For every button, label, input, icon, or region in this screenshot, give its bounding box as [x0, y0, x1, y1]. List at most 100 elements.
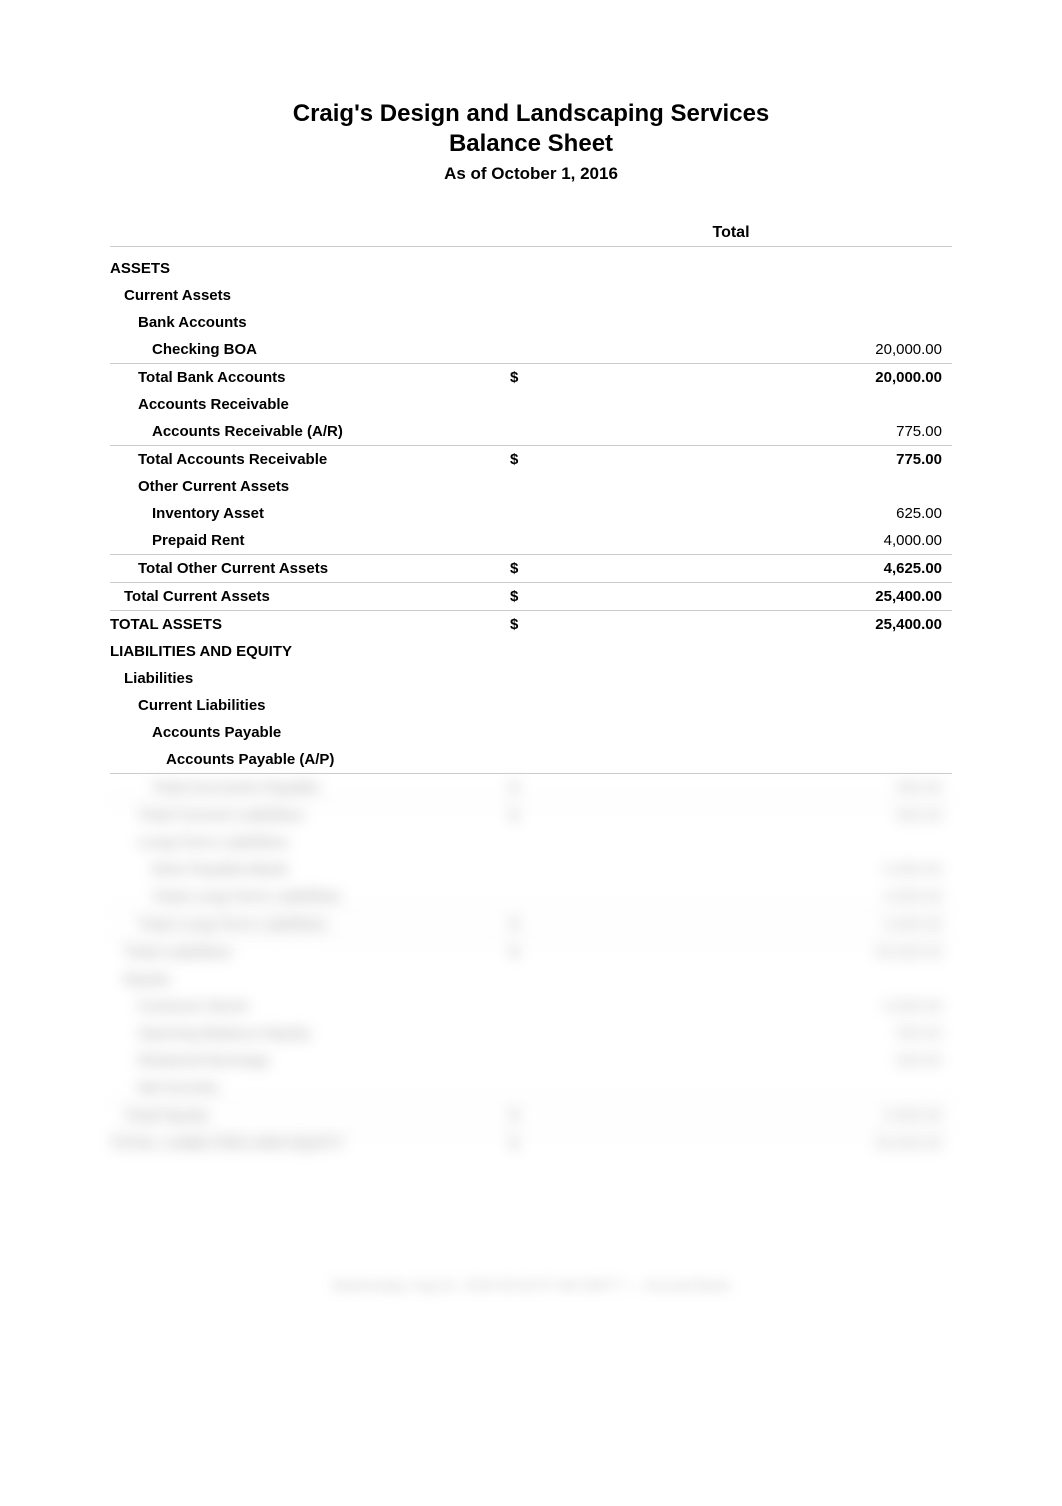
row-value: 775.00 [540, 423, 952, 440]
row-label: Total Long-Term Liabilities [110, 916, 510, 933]
table-row: Other Current Assets [110, 473, 952, 500]
row-label: Current Assets [110, 287, 510, 304]
row-label: Inventory Asset [110, 505, 510, 522]
row-label: Common Stock [110, 998, 510, 1015]
row-value: 00,000.00 [540, 1135, 952, 1152]
table-row: Current Assets [110, 282, 952, 309]
row-currency: $ [510, 616, 540, 633]
row-value: 000.00 [540, 779, 952, 796]
table-row: Total Equity$0,000.00 [110, 1102, 952, 1130]
row-value: 000.00 [540, 807, 952, 824]
row-label: Total Equity [110, 1107, 510, 1124]
row-value: 000.00 [540, 1025, 952, 1042]
row-currency: $ [510, 807, 540, 824]
row-label: Checking BOA [110, 341, 510, 358]
row-value: 0,000.00 [540, 888, 952, 905]
table-row: Total Current Assets$25,400.00 [110, 583, 952, 611]
balance-sheet-table: Total ASSETS Current Assets Bank Accounts C… [110, 224, 952, 1157]
row-label: Accounts Receivable [110, 396, 510, 413]
table-row: Net Income [110, 1074, 952, 1102]
table-row: TOTAL ASSETS$25,400.00 [110, 611, 952, 638]
row-currency: $ [510, 944, 540, 961]
row-label: Total Current Assets [110, 588, 510, 605]
row-label: Note Payable-Bank [110, 861, 510, 878]
table-row: Total Liabilities$00,000.00 [110, 939, 952, 966]
report-title: Balance Sheet [110, 130, 952, 158]
table-row: Common Stock 0,000.00 [110, 993, 952, 1020]
row-label: Bank Accounts [110, 314, 510, 331]
row-currency: $ [510, 588, 540, 605]
table-row: Total Long-Term Liabilities$0,000.00 [110, 911, 952, 939]
row-label: Equity [110, 971, 510, 988]
table-row: Total Bank Accounts$20,000.00 [110, 364, 952, 391]
row-label: Opening Balance Equity [110, 1025, 510, 1042]
row-label: Net Income [110, 1079, 510, 1096]
row-value: 0,000.00 [540, 998, 952, 1015]
row-label: Retained Earnings [110, 1052, 510, 1069]
row-label: Other Current Assets [110, 478, 510, 495]
table-row: LIABILITIES AND EQUITY [110, 638, 952, 665]
row-label: Total Accounts Payable [110, 779, 510, 796]
table-row: Bank Accounts [110, 309, 952, 336]
table-row: Liabilities [110, 665, 952, 692]
row-currency: $ [510, 779, 540, 796]
as-of-date: As of October 1, 2016 [110, 164, 952, 184]
row-label: Total Bank Accounts [110, 369, 510, 386]
table-row: TOTAL LIABILITIES AND EQUITY$00,000.00 [110, 1130, 952, 1157]
table-row: Total Accounts Payable$000.00 [110, 774, 952, 802]
row-label: Total Other Current Assets [110, 560, 510, 577]
row-value: 4,000.00 [540, 532, 952, 549]
company-name: Craig's Design and Landscaping Services [110, 100, 952, 128]
table-row: Accounts Payable [110, 719, 952, 746]
row-label: Accounts Payable (A/P) [110, 751, 510, 768]
row-value: 25,400.00 [540, 588, 952, 605]
table-row: Accounts Receivable [110, 391, 952, 418]
row-value: 20,000.00 [540, 341, 952, 358]
row-value: 0,000.00 [540, 861, 952, 878]
table-row: Accounts Payable (A/P) [110, 746, 952, 774]
report-footer: Wednesday, Aug 01, 2018 09:32:07 AM GMT-… [110, 1277, 952, 1293]
table-row: Long-Term Liabilities [110, 829, 952, 856]
row-currency: $ [510, 369, 540, 386]
table-row: Total Long-Term Liabilities 0,000.00 [110, 883, 952, 911]
table-row: Prepaid Rent 4,000.00 [110, 527, 952, 555]
table-row: Total Current Liabilities$000.00 [110, 802, 952, 829]
row-label: TOTAL ASSETS [110, 616, 510, 633]
row-label: Total Current Liabilities [110, 807, 510, 824]
row-value: 20,000.00 [540, 369, 952, 386]
balance-sheet-page: Craig's Design and Landscaping Services … [0, 0, 1062, 1353]
table-row: Equity [110, 966, 952, 993]
row-value: 0,000.00 [540, 916, 952, 933]
row-label: Current Liabilities [110, 697, 510, 714]
table-row: Total Accounts Receivable$775.00 [110, 446, 952, 473]
total-column-header: Total [510, 224, 952, 242]
table-row: Note Payable-Bank 0,000.00 [110, 856, 952, 883]
row-label: Total Long-Term Liabilities [110, 888, 510, 905]
row-label: Accounts Payable [110, 724, 510, 741]
row-value: 000.00 [540, 1052, 952, 1069]
table-row: Accounts Receivable (A/R) 775.00 [110, 418, 952, 446]
table-row: Opening Balance Equity 000.00 [110, 1020, 952, 1047]
row-currency: $ [510, 1107, 540, 1124]
table-row: Current Liabilities [110, 692, 952, 719]
table-row: Inventory Asset 625.00 [110, 500, 952, 527]
row-value: 0,000.00 [540, 1107, 952, 1124]
row-currency: $ [510, 1135, 540, 1152]
rows-container: ASSETS Current Assets Bank Accounts Checkin… [110, 255, 952, 1157]
row-label: LIABILITIES AND EQUITY [110, 643, 510, 660]
table-row: ASSETS [110, 255, 952, 282]
row-currency: $ [510, 916, 540, 933]
column-header-row: Total [110, 224, 952, 247]
table-row: Retained Earnings 000.00 [110, 1047, 952, 1074]
row-label: Liabilities [110, 670, 510, 687]
table-row: Checking BOA 20,000.00 [110, 336, 952, 364]
row-value: 775.00 [540, 451, 952, 468]
row-currency: $ [510, 451, 540, 468]
row-label: Long-Term Liabilities [110, 834, 510, 851]
row-label: Accounts Receivable (A/R) [110, 423, 510, 440]
row-value: 4,625.00 [540, 560, 952, 577]
row-label: Prepaid Rent [110, 532, 510, 549]
row-label: TOTAL LIABILITIES AND EQUITY [110, 1135, 510, 1152]
report-header: Craig's Design and Landscaping Services … [110, 100, 952, 184]
row-value: 625.00 [540, 505, 952, 522]
